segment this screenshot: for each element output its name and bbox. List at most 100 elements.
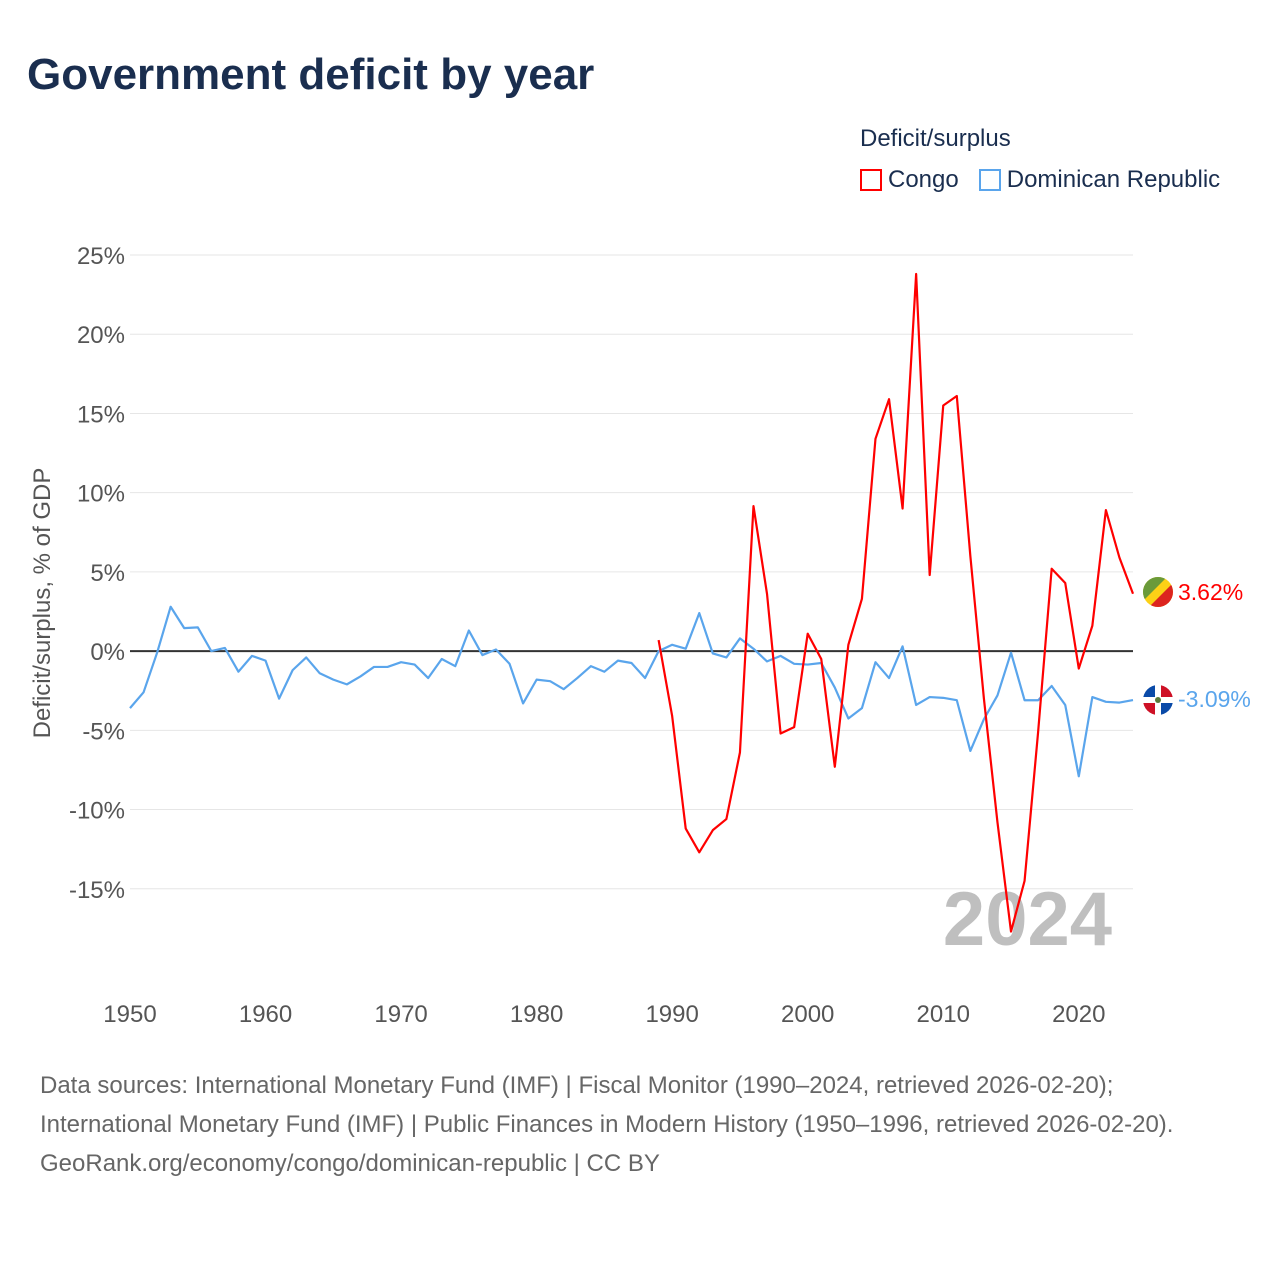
data-point[interactable]	[1089, 694, 1095, 700]
data-point[interactable]	[385, 664, 391, 670]
data-point[interactable]	[967, 748, 973, 754]
data-point[interactable]	[669, 713, 675, 719]
data-point[interactable]	[981, 696, 987, 702]
data-point[interactable]	[181, 625, 187, 631]
data-point[interactable]	[859, 705, 865, 711]
data-point[interactable]	[832, 685, 838, 691]
data-point[interactable]	[656, 637, 662, 643]
data-point[interactable]	[1130, 591, 1136, 597]
data-point[interactable]	[493, 647, 499, 653]
data-point[interactable]	[845, 715, 851, 721]
series-line-congo[interactable]	[657, 272, 1135, 933]
data-point[interactable]	[1103, 699, 1109, 705]
data-point[interactable]	[940, 403, 946, 409]
legend-item-congo[interactable]: Congo	[860, 166, 959, 194]
data-point[interactable]	[303, 654, 309, 660]
data-point[interactable]	[900, 506, 906, 512]
data-point[interactable]	[249, 653, 255, 659]
data-point[interactable]	[588, 663, 594, 669]
data-point[interactable]	[195, 624, 201, 630]
data-point[interactable]	[222, 645, 228, 651]
data-point[interactable]	[1022, 878, 1028, 884]
data-point[interactable]	[412, 662, 418, 668]
data-point[interactable]	[1076, 773, 1082, 779]
data-point[interactable]	[737, 635, 743, 641]
data-point[interactable]	[127, 705, 133, 711]
data-point[interactable]	[791, 661, 797, 667]
data-point[interactable]	[778, 731, 784, 737]
data-point[interactable]	[642, 675, 648, 681]
data-point[interactable]	[791, 724, 797, 730]
data-point[interactable]	[601, 669, 607, 675]
data-point[interactable]	[1035, 729, 1041, 735]
data-point[interactable]	[208, 648, 214, 654]
data-point[interactable]	[1062, 702, 1068, 708]
data-point[interactable]	[615, 658, 621, 664]
data-point[interactable]	[710, 650, 716, 656]
data-point[interactable]	[967, 553, 973, 559]
data-point[interactable]	[764, 658, 770, 664]
data-point[interactable]	[805, 631, 811, 637]
data-point[interactable]	[994, 692, 1000, 698]
data-point[interactable]	[886, 675, 892, 681]
source-link[interactable]: GeoRank.org/economy/congo/dominican-repu…	[40, 1150, 567, 1177]
data-point[interactable]	[927, 694, 933, 700]
data-point[interactable]	[520, 700, 526, 706]
data-point[interactable]	[1008, 929, 1014, 935]
data-point[interactable]	[479, 652, 485, 658]
data-point[interactable]	[330, 677, 336, 683]
data-point[interactable]	[764, 591, 770, 597]
data-point[interactable]	[1076, 666, 1082, 672]
data-point[interactable]	[872, 436, 878, 442]
data-point[interactable]	[723, 654, 729, 660]
data-point[interactable]	[723, 816, 729, 822]
series-line-dominican-republic[interactable]	[129, 605, 1134, 778]
data-point[interactable]	[1116, 700, 1122, 706]
data-point[interactable]	[1008, 650, 1014, 656]
data-point[interactable]	[900, 643, 906, 649]
data-point[interactable]	[547, 678, 553, 684]
data-point[interactable]	[696, 849, 702, 855]
data-point[interactable]	[574, 675, 580, 681]
data-point[interactable]	[832, 764, 838, 770]
data-point[interactable]	[1049, 683, 1055, 689]
data-point[interactable]	[357, 673, 363, 679]
data-point[interactable]	[805, 662, 811, 668]
data-point[interactable]	[750, 503, 756, 509]
data-point[interactable]	[263, 658, 269, 664]
data-point[interactable]	[994, 819, 1000, 825]
data-point[interactable]	[534, 677, 540, 683]
data-point[interactable]	[141, 689, 147, 695]
data-point[interactable]	[276, 696, 282, 702]
data-point[interactable]	[778, 653, 784, 659]
data-point[interactable]	[845, 642, 851, 648]
data-point[interactable]	[398, 659, 404, 665]
data-point[interactable]	[1022, 697, 1028, 703]
data-point[interactable]	[561, 686, 567, 692]
data-point[interactable]	[669, 642, 675, 648]
data-point[interactable]	[1049, 566, 1055, 572]
data-point[interactable]	[1062, 580, 1068, 586]
data-point[interactable]	[1089, 623, 1095, 629]
data-point[interactable]	[750, 646, 756, 652]
data-point[interactable]	[168, 604, 174, 610]
data-point[interactable]	[913, 271, 919, 277]
data-point[interactable]	[466, 628, 472, 634]
data-point[interactable]	[1103, 507, 1109, 513]
data-point[interactable]	[439, 656, 445, 662]
data-point[interactable]	[452, 663, 458, 669]
data-point[interactable]	[940, 695, 946, 701]
data-point[interactable]	[954, 697, 960, 703]
data-point[interactable]	[710, 827, 716, 833]
data-point[interactable]	[1116, 555, 1122, 561]
data-point[interactable]	[317, 670, 323, 676]
data-point[interactable]	[154, 650, 160, 656]
data-point[interactable]	[818, 656, 824, 662]
data-point[interactable]	[683, 826, 689, 832]
data-point[interactable]	[629, 660, 635, 666]
data-point[interactable]	[886, 396, 892, 402]
data-point[interactable]	[737, 750, 743, 756]
data-point[interactable]	[954, 393, 960, 399]
data-point[interactable]	[859, 596, 865, 602]
data-point[interactable]	[683, 646, 689, 652]
